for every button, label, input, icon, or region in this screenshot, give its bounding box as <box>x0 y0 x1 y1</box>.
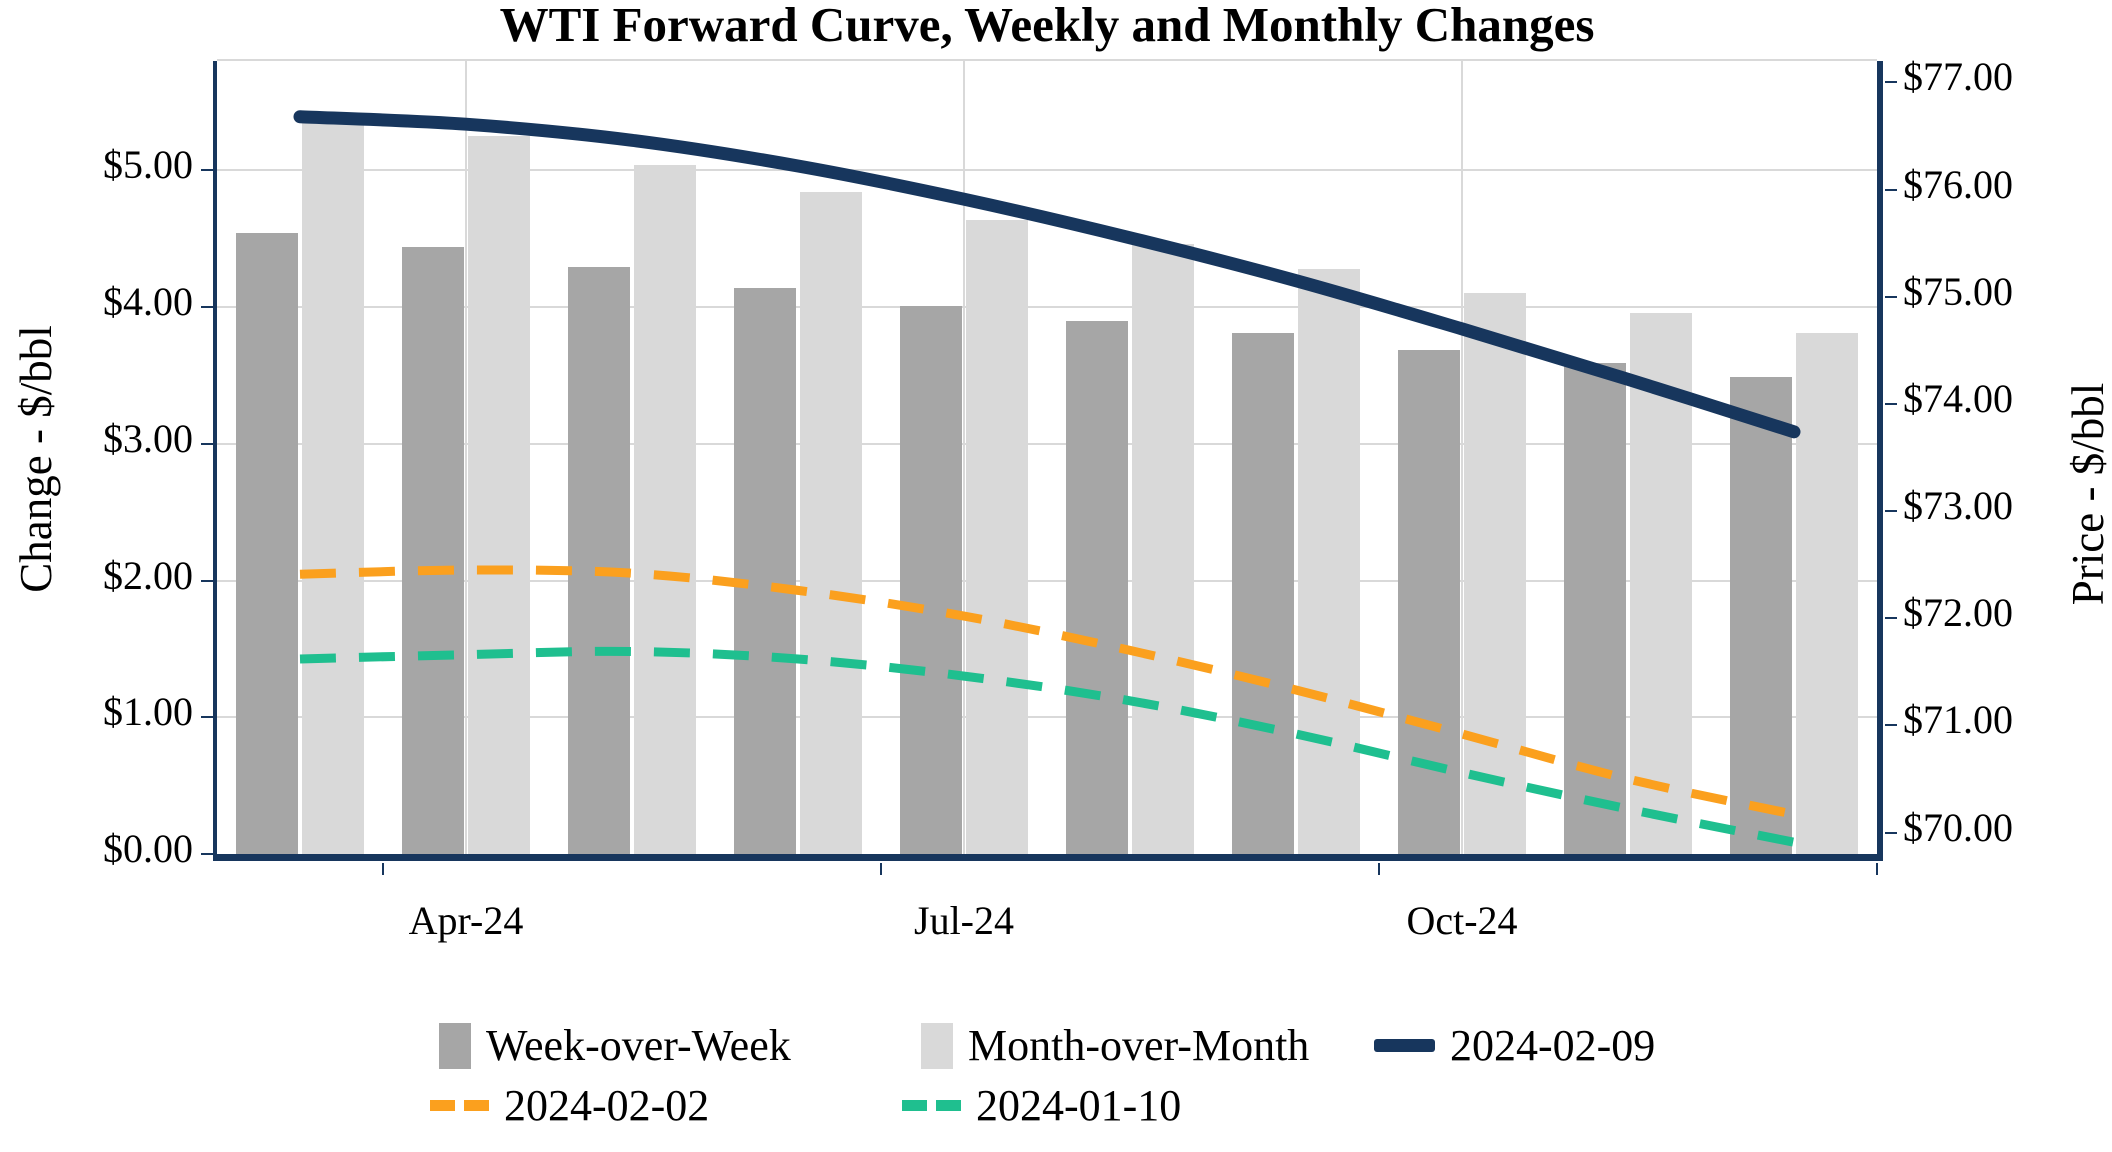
y-axis-tick-label-left: $4.00 <box>103 279 193 325</box>
axis-line-right <box>1877 61 1883 854</box>
gridline-horizontal <box>217 442 1877 445</box>
left-axis-tick <box>201 306 213 309</box>
right-axis-tick <box>1885 510 1897 513</box>
line-2024-02-02 <box>299 565 1795 819</box>
y-axis-tick-label-right: $73.00 <box>1903 483 2013 529</box>
legend-item-week-over-week: Week-over-Week <box>439 1020 791 1071</box>
bar-month-over-month <box>1796 333 1858 854</box>
gridline-horizontal <box>217 169 1877 172</box>
month-over-month-swatch-icon <box>921 1022 953 1069</box>
gridline-horizontal <box>217 579 1877 582</box>
gridline-vertical <box>1461 61 1463 854</box>
legend-label: 2024-02-02 <box>504 1081 710 1130</box>
y-axis-tick-label-left: $2.00 <box>103 552 193 598</box>
dashed-line-swatch-icon <box>902 1100 961 1111</box>
plot-area <box>201 59 1897 875</box>
right-axis-tick <box>1885 295 1897 298</box>
bar-week-over-week <box>568 267 630 854</box>
axis-line-bottom <box>213 854 1883 861</box>
y-axis-tick-label-left: $1.00 <box>103 689 193 735</box>
left-axis-tick <box>201 716 213 719</box>
gridline-vertical <box>963 61 965 854</box>
solid-line-swatch-icon <box>1374 1039 1435 1052</box>
y-axis-tick-label-right: $70.00 <box>1903 804 2013 850</box>
line-2024-01-10 <box>299 646 1795 847</box>
bar-month-over-month <box>1132 244 1194 854</box>
right-axis-tick <box>1885 724 1897 727</box>
bar-month-over-month <box>302 122 364 854</box>
legend-label: 2024-01-10 <box>976 1081 1182 1130</box>
week-over-week-swatch-icon <box>439 1022 471 1069</box>
y-axis-tick-label-left: $5.00 <box>103 142 193 188</box>
legend-item-month-over-month: Month-over-Month <box>921 1020 1309 1071</box>
left-axis-tick <box>201 579 213 582</box>
bar-month-over-month <box>1464 293 1526 854</box>
right-axis-tick <box>1885 831 1897 834</box>
legend-item-2024-01-10: 2024-01-10 <box>902 1080 1181 1131</box>
right-axis-tick <box>1885 402 1897 405</box>
legend-item-2024-02-02: 2024-02-02 <box>430 1080 709 1131</box>
gridline-horizontal <box>217 306 1877 309</box>
x-axis-tick <box>1378 863 1380 875</box>
chart-title: WTI Forward Curve, Weekly and Monthly Ch… <box>499 0 1595 52</box>
y-axis-tick-label-right: $77.00 <box>1903 54 2013 100</box>
y-axis-tick-label-left: $3.00 <box>103 415 193 461</box>
x-axis-tick-label: Jul-24 <box>914 898 1014 943</box>
y-axis-tick-label-left: $0.00 <box>103 826 193 871</box>
bar-month-over-month <box>966 219 1028 854</box>
line-2024-02-09 <box>293 110 1801 439</box>
bar-month-over-month <box>1298 268 1360 854</box>
y-axis-tick-label-right: $71.00 <box>1903 697 2013 743</box>
bar-week-over-week <box>236 233 298 854</box>
bar-month-over-month <box>468 136 530 854</box>
bar-month-over-month <box>634 164 696 854</box>
y-axis-tick-label-right: $74.00 <box>1903 375 2013 421</box>
x-axis-tick <box>382 863 384 875</box>
x-axis-tick-label: Apr-24 <box>408 898 524 943</box>
left-axis-tick <box>201 169 213 172</box>
right-axis-tick <box>1885 81 1897 84</box>
legend-label: Month-over-Month <box>968 1021 1310 1070</box>
bar-week-over-week <box>1398 349 1460 854</box>
bar-week-over-week <box>1730 376 1792 854</box>
dashed-line-swatch-icon <box>430 1100 489 1111</box>
bar-week-over-week <box>1066 320 1128 854</box>
x-axis-tick-label: Oct-24 <box>1406 898 1518 943</box>
right-axis-tick <box>1885 617 1897 620</box>
x-axis-tick <box>880 863 882 875</box>
y-axis-tick-label-right: $72.00 <box>1903 590 2013 636</box>
bar-week-over-week <box>1232 333 1294 854</box>
bar-month-over-month <box>800 192 862 854</box>
legend-label: Week-over-Week <box>486 1021 791 1070</box>
y-axis-tick-label-right: $75.00 <box>1903 268 2013 314</box>
legend-label: 2024-02-09 <box>1450 1021 1656 1070</box>
gridline-horizontal <box>217 716 1877 719</box>
bar-week-over-week <box>402 246 464 854</box>
right-axis-tick <box>1885 188 1897 191</box>
gridline-vertical <box>465 61 467 854</box>
left-axis-tick <box>201 442 213 445</box>
y-axis-tick-label-right: $76.00 <box>1903 161 2013 207</box>
line-layer <box>293 110 1801 847</box>
left-axis-tick <box>201 853 213 855</box>
legend-item-2024-02-09: 2024-02-09 <box>1374 1020 1655 1071</box>
bar-week-over-week <box>734 287 796 854</box>
axis-line-left <box>213 61 217 854</box>
bar-week-over-week <box>900 305 962 854</box>
x-axis-tick <box>1876 863 1878 875</box>
